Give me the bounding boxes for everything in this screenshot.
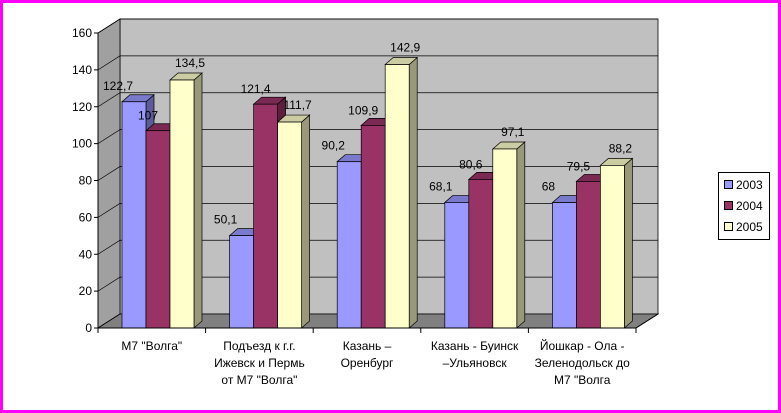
bar-front <box>576 181 601 329</box>
bar-side <box>624 157 633 329</box>
x-tick-label: Йошкар - Ола - Зеленодольск до М7 "Волга <box>535 338 630 387</box>
x-tick-label: М7 "Волга" <box>121 339 182 353</box>
x-tick-label-line: М7 "Волга" <box>121 339 182 353</box>
gridline <box>97 129 658 144</box>
gridline <box>97 18 658 34</box>
y-tick-label: 60 <box>79 210 93 224</box>
data-label: 122,7 <box>103 79 133 93</box>
legend-label: 2004 <box>736 199 763 213</box>
data-label: 121,4 <box>241 82 271 96</box>
x-tick-label-line: Казань – <box>343 339 392 353</box>
data-label: 107 <box>138 109 158 123</box>
x-tick-label-line: от М7 "Волга" <box>221 373 297 387</box>
data-label: 142,9 <box>390 41 420 55</box>
data-label: 68 <box>542 180 556 194</box>
bar-front <box>169 79 195 329</box>
x-tick-label: Казань – Оренбург <box>341 339 394 370</box>
data-label: 79,5 <box>567 159 591 173</box>
bar-front <box>229 235 254 329</box>
bar-front <box>360 125 386 329</box>
x-tick-label-line: Ижевск и Пермь <box>214 356 305 370</box>
bar-side <box>408 56 418 329</box>
y-tick-label: 80 <box>79 174 93 188</box>
legend-swatch <box>724 180 733 190</box>
x-tick-label-line: Оренбург <box>341 356 394 370</box>
bar-side <box>193 72 203 329</box>
bar-front <box>384 64 410 329</box>
bar-front <box>253 103 278 329</box>
y-tick-label: 100 <box>72 137 92 151</box>
bar-front <box>552 202 577 329</box>
data-label: 109,9 <box>348 103 378 117</box>
bar-front <box>336 161 362 329</box>
data-label: 50,1 <box>214 213 238 227</box>
x-tick-label-line: Зеленодольск до <box>535 356 630 370</box>
bar-front <box>145 130 171 329</box>
data-label: 90,2 <box>322 139 346 153</box>
y-tick-label: 0 <box>85 321 92 335</box>
x-tick-label-line: Йошкар - Ола - <box>540 338 625 353</box>
legend-label: 2005 <box>736 220 763 234</box>
y-tick-label: 120 <box>72 100 92 114</box>
bars <box>121 56 634 329</box>
x-axis-edge <box>635 313 659 329</box>
data-label: 80,6 <box>459 157 483 171</box>
legend-swatch <box>724 201 733 211</box>
bar-front <box>121 101 147 329</box>
legend: 2003 2004 2005 <box>718 172 770 240</box>
bar-front <box>277 121 302 329</box>
x-axis: М7 "Волга" Подъезд к г.г. Ижевск и Пермь от… <box>97 313 659 387</box>
y-tick-label: 140 <box>72 63 92 77</box>
legend-swatch <box>724 222 733 232</box>
x-tick-label-line: Казань - Буинск <box>431 339 519 353</box>
bar-side <box>516 141 526 329</box>
legend-item-2004: 2004 <box>724 199 763 213</box>
gridline <box>97 55 658 71</box>
x-tick-label-line: Подъезд к г.г. <box>223 339 295 353</box>
legend-item-2005: 2005 <box>724 220 763 234</box>
y-tick-label: 20 <box>79 284 93 298</box>
legend-item-2003: 2003 <box>724 178 763 192</box>
y-axis: 0 20 40 60 80 100 120 140 160 <box>72 26 99 335</box>
data-labels: 122,7 107 134,5 50,1 121,4 111,7 90,2 109,9 142,… <box>103 41 632 227</box>
gridline <box>97 92 658 108</box>
data-label: 68,1 <box>429 179 453 193</box>
x-tick-label: Казань - Буинск –Ульяновск <box>431 339 519 370</box>
data-label: 97,1 <box>501 125 525 139</box>
y-tick-label: 40 <box>79 247 93 261</box>
y-tick-label: 160 <box>72 26 92 40</box>
x-tick-label-line: М7 "Волга <box>554 373 611 387</box>
bar-front <box>600 165 625 329</box>
gridline <box>97 166 658 181</box>
bar <box>599 157 634 329</box>
bar <box>491 141 526 329</box>
x-tick-label: Подъезд к г.г. Ижевск и Пермь от М7 "Волга… <box>214 339 305 387</box>
bar-side <box>301 114 310 329</box>
bar-front <box>492 148 518 329</box>
bar <box>169 72 203 329</box>
legend-label: 2003 <box>736 178 763 192</box>
bar <box>384 56 419 329</box>
bar-front <box>444 202 470 329</box>
x-tick-label-line: –Ульяновск <box>443 356 508 370</box>
data-label: 111,7 <box>283 98 312 112</box>
bar-front <box>468 179 494 329</box>
data-label: 88,2 <box>609 141 633 155</box>
data-label: 134,5 <box>175 56 205 70</box>
bar <box>276 114 311 329</box>
